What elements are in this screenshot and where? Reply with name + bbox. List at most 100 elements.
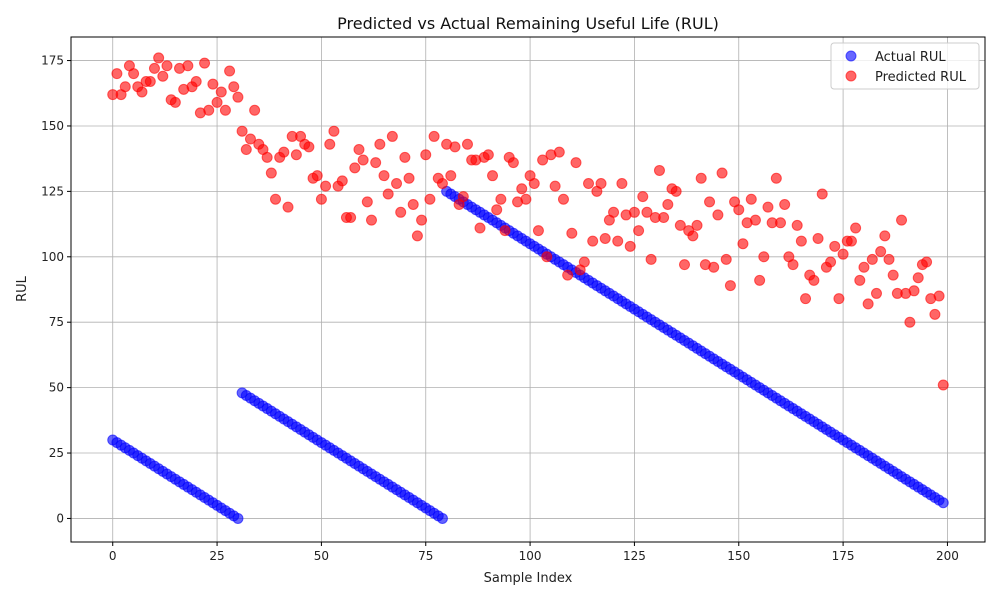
predicted-rul-point bbox=[937, 379, 949, 391]
predicted-rul-point bbox=[199, 57, 211, 69]
predicted-rul-point bbox=[921, 256, 933, 268]
legend-label-actual: Actual RUL bbox=[875, 50, 946, 65]
predicted-rul-point bbox=[774, 217, 786, 229]
predicted-rul-point bbox=[411, 230, 423, 242]
predicted-rul-point bbox=[549, 180, 561, 192]
x-axis-ticks: 0 25 50 75 100 125 150 175 200 bbox=[109, 542, 959, 563]
predicted-rul-point bbox=[745, 193, 757, 205]
predicted-rul-point bbox=[391, 178, 403, 190]
predicted-rul-point bbox=[816, 188, 828, 200]
predicted-rul-point bbox=[583, 178, 595, 190]
y-axis-label: RUL bbox=[15, 275, 30, 302]
predicted-rul-point bbox=[144, 75, 156, 87]
predicted-rul-point bbox=[457, 191, 469, 203]
predicted-rul-point bbox=[779, 198, 791, 210]
predicted-rul-point bbox=[929, 308, 941, 320]
y-axis-ticks: 0 25 50 75 100 125 150 175 bbox=[41, 54, 71, 525]
predicted-rul-point bbox=[762, 201, 774, 213]
predicted-rul-point bbox=[353, 144, 365, 156]
predicted-rul-point bbox=[716, 167, 728, 179]
predicted-rul-point bbox=[557, 193, 569, 205]
predicted-rul-point bbox=[537, 154, 549, 166]
predicted-rul-point bbox=[236, 125, 248, 137]
predicted-rul-point bbox=[520, 193, 532, 205]
actual-rul-points bbox=[107, 185, 949, 524]
legend: Actual RUL Predicted RUL bbox=[830, 42, 980, 90]
predicted-rul-point bbox=[733, 204, 745, 216]
predicted-rul-point bbox=[595, 178, 607, 190]
predicted-rul-point bbox=[541, 251, 553, 263]
predicted-rul-point bbox=[403, 172, 415, 184]
predicted-rul-point bbox=[875, 246, 887, 258]
predicted-rul-point bbox=[866, 253, 878, 265]
predicted-rul-point bbox=[349, 162, 361, 174]
predicted-rul-point bbox=[679, 259, 691, 271]
y-tick-label: 50 bbox=[49, 381, 64, 395]
predicted-rul-point bbox=[249, 104, 261, 116]
predicted-rul-point bbox=[712, 209, 724, 221]
x-tick-label: 200 bbox=[936, 549, 959, 563]
predicted-rul-point bbox=[587, 235, 599, 247]
predicted-rul-point bbox=[608, 206, 620, 218]
predicted-rul-point bbox=[704, 196, 716, 208]
y-tick-label: 25 bbox=[49, 446, 64, 460]
predicted-rul-point bbox=[265, 167, 277, 179]
predicted-rul-point bbox=[161, 60, 173, 72]
predicted-rul-point bbox=[883, 253, 895, 265]
predicted-rul-point bbox=[516, 183, 528, 195]
predicted-rul-point bbox=[645, 253, 657, 265]
predicted-rul-point bbox=[653, 164, 665, 176]
predicted-rul-point bbox=[908, 285, 920, 297]
predicted-rul-point bbox=[244, 133, 256, 145]
predicted-rul-point bbox=[562, 269, 574, 281]
x-tick-label: 75 bbox=[418, 549, 433, 563]
actual-rul-point bbox=[937, 497, 949, 509]
legend-box bbox=[830, 42, 980, 90]
predicted-rul-point bbox=[628, 206, 640, 218]
predicted-rul-point bbox=[825, 256, 837, 268]
predicted-rul-point bbox=[695, 172, 707, 184]
predicted-rul-point bbox=[749, 214, 761, 226]
predicted-rul-point bbox=[754, 274, 766, 286]
predicted-rul-point bbox=[566, 227, 578, 239]
predicted-rul-point bbox=[374, 138, 386, 150]
predicted-rul-point bbox=[357, 154, 369, 166]
predicted-rul-point bbox=[837, 248, 849, 260]
predicted-rul-point bbox=[724, 280, 736, 292]
predicted-rul-point bbox=[624, 240, 636, 252]
predicted-rul-point bbox=[311, 170, 323, 182]
y-tick-label: 75 bbox=[49, 315, 64, 329]
legend-marker-predicted bbox=[845, 70, 857, 82]
predicted-rul-point bbox=[770, 172, 782, 184]
y-tick-label: 150 bbox=[41, 119, 64, 133]
predicted-rul-point bbox=[407, 198, 419, 210]
predicted-rul-point bbox=[599, 232, 611, 244]
legend-marker-actual bbox=[845, 50, 857, 62]
predicted-rul-point bbox=[128, 68, 140, 80]
x-tick-label: 125 bbox=[623, 549, 646, 563]
predicted-rul-point bbox=[424, 193, 436, 205]
predicted-rul-point bbox=[320, 180, 332, 192]
predicted-rul-point bbox=[641, 206, 653, 218]
predicted-rul-point bbox=[879, 230, 891, 242]
predicted-rul-point bbox=[461, 138, 473, 150]
predicted-rul-point bbox=[808, 274, 820, 286]
x-tick-label: 175 bbox=[832, 549, 855, 563]
predicted-rul-point bbox=[232, 91, 244, 103]
predicted-rul-point bbox=[148, 62, 160, 74]
predicted-rul-point bbox=[190, 75, 202, 87]
predicted-rul-point bbox=[850, 222, 862, 234]
predicted-rul-point bbox=[887, 269, 899, 281]
predicted-rul-point bbox=[224, 65, 236, 77]
x-tick-label: 50 bbox=[314, 549, 329, 563]
predicted-rul-point bbox=[570, 157, 582, 169]
chart-title: Predicted vs Actual Remaining Useful Lif… bbox=[337, 14, 719, 33]
predicted-rul-point bbox=[532, 225, 544, 237]
predicted-rul-point bbox=[758, 251, 770, 263]
predicted-rul-point bbox=[303, 141, 315, 153]
predicted-rul-point bbox=[365, 214, 377, 226]
predicted-rul-point bbox=[182, 60, 194, 72]
predicted-rul-point bbox=[912, 272, 924, 284]
predicted-rul-point bbox=[720, 253, 732, 265]
